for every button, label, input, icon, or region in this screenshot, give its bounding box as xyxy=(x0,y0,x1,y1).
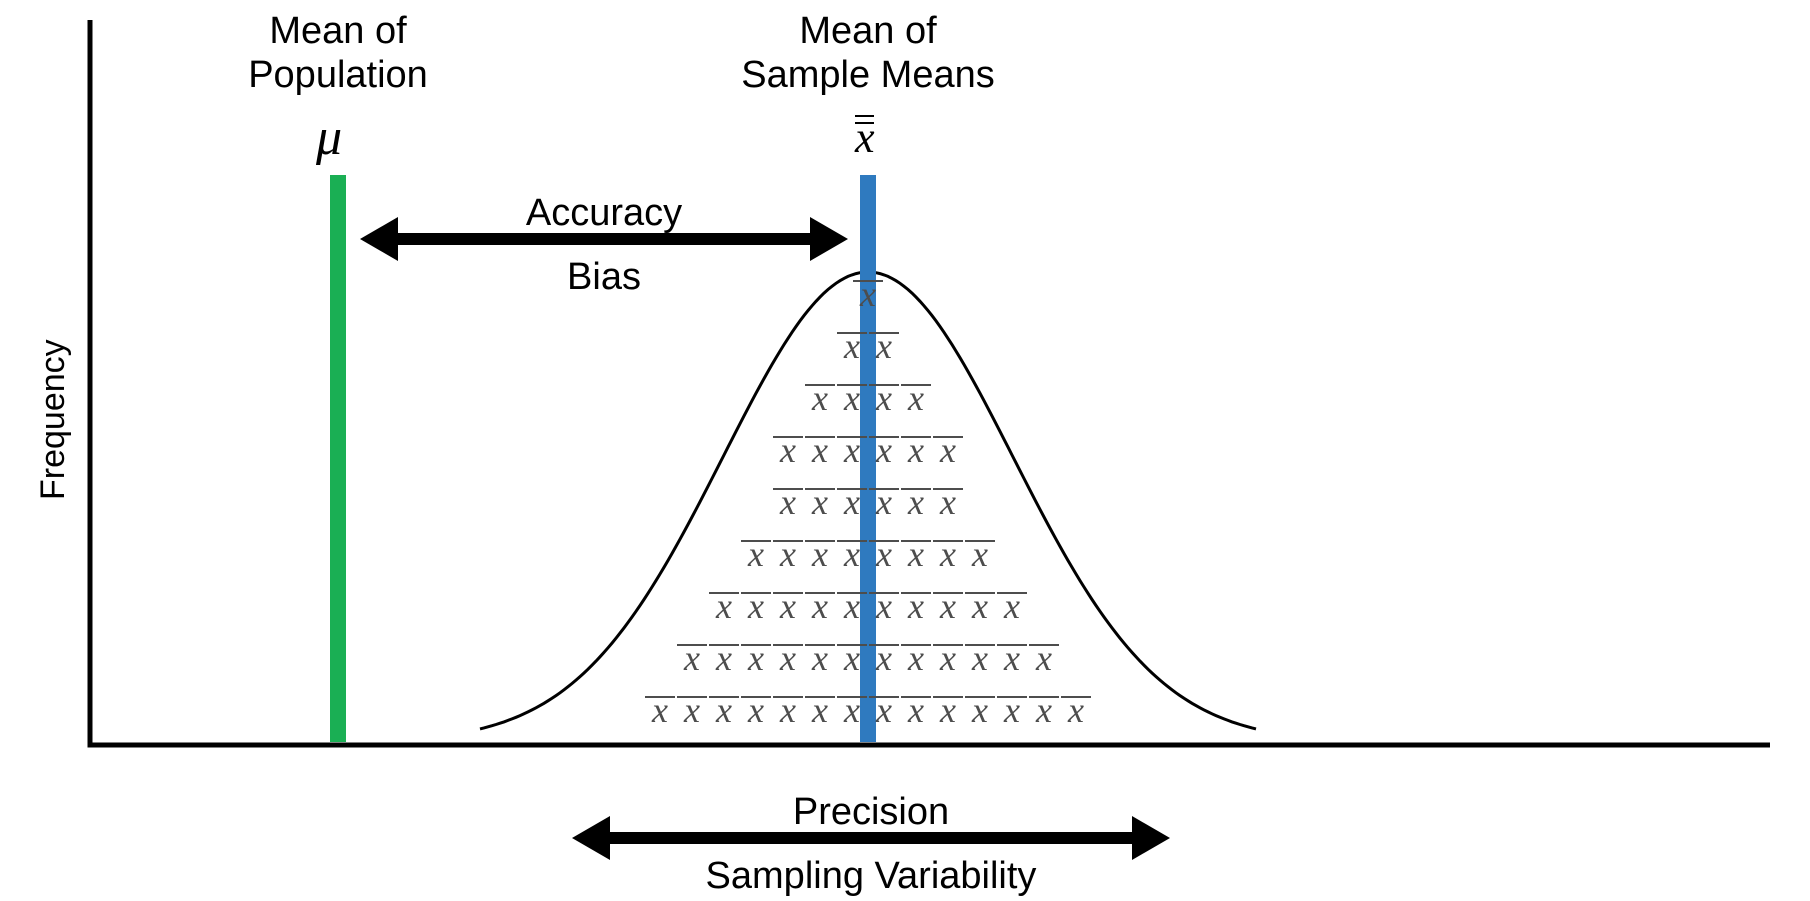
bias-label: Bias xyxy=(474,255,734,301)
accuracy-label: Accuracy xyxy=(474,191,734,237)
xbar-row-3: xxxxxxxx xyxy=(740,536,996,572)
xbar-row-7: xx xyxy=(836,328,900,364)
xbar-row-5: xxxxxx xyxy=(772,432,964,468)
y-axis-label: Frequency xyxy=(34,339,73,500)
xbar-row-0: xxxxxxxxxxxxxx xyxy=(644,692,1092,728)
population-label: Mean ofPopulation xyxy=(208,10,468,97)
accuracy-arrow-right-head xyxy=(810,217,848,261)
xbar-row-2: xxxxxxxxxx xyxy=(708,588,1028,624)
precision-arrow-left-head xyxy=(572,816,610,860)
sample-means-label: Mean ofSample Means xyxy=(688,10,1048,97)
precision-arrow-right-head xyxy=(1132,816,1170,860)
xbar-row-8: x xyxy=(852,276,884,312)
accuracy-arrow-left-head xyxy=(360,217,398,261)
xbar-row-6: xxxx xyxy=(804,380,932,416)
xbar-row-4: xxxxxx xyxy=(772,484,964,520)
mu-symbol: μ xyxy=(316,108,342,167)
xbar-row-1: xxxxxxxxxxxx xyxy=(676,640,1060,676)
precision-label: Precision xyxy=(651,790,1091,836)
x-double-bar-symbol: x xyxy=(855,116,875,160)
sampling-variability-label: Sampling Variability xyxy=(651,854,1091,900)
